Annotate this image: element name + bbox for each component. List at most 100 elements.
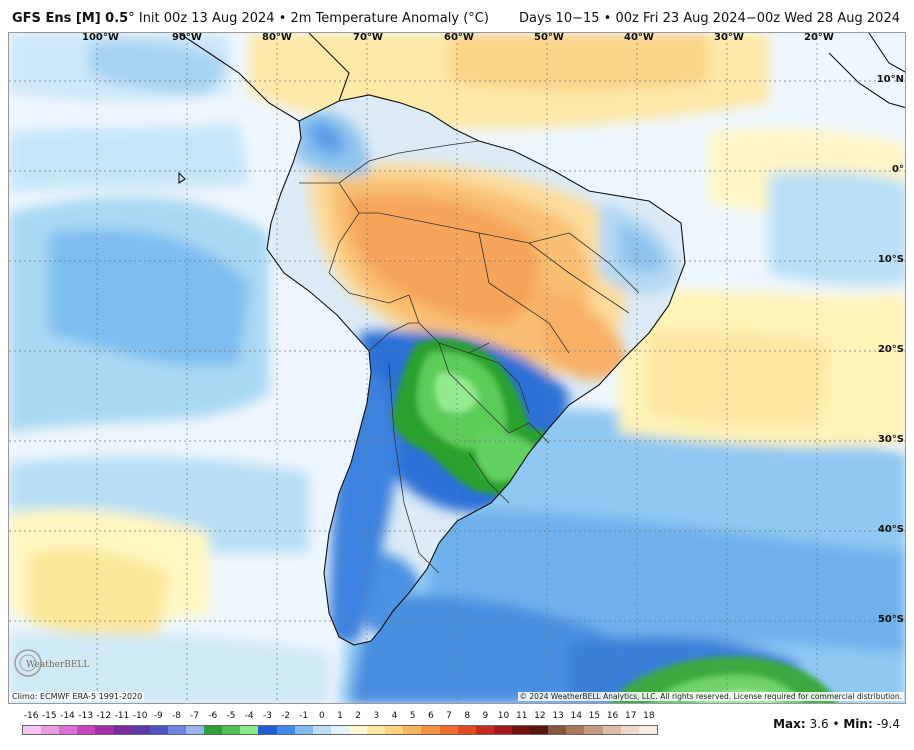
map-canvas bbox=[9, 33, 905, 703]
lat-label-50s: 50°S bbox=[877, 614, 904, 625]
lon-label-90w: 90°W bbox=[172, 32, 202, 43]
logo-text: WeatherBELL bbox=[26, 660, 90, 670]
legend-colorbar bbox=[22, 725, 658, 735]
legend-tick-label: 14 bbox=[570, 711, 582, 721]
model-name: GFS Ens [M] 0.5 bbox=[12, 11, 129, 26]
legend-tick-label: 16 bbox=[606, 711, 619, 721]
legend-swatch bbox=[23, 726, 42, 734]
color-legend: -16 -15 -14 -13 -12 -11 -10 -9 -8 -7 -6 -5 -4 -3 -2 -1 0… bbox=[22, 711, 658, 747]
lat-label-0: 0° bbox=[892, 164, 904, 175]
legend-tick-label: 1 bbox=[337, 711, 343, 721]
lon-label-50w: 50°W bbox=[534, 32, 564, 43]
legend-tick-label: -4 bbox=[244, 711, 254, 721]
legend-tick-label: 13 bbox=[552, 711, 564, 721]
legend-tick-label: -3 bbox=[262, 711, 272, 721]
legend-swatch bbox=[530, 726, 549, 734]
lon-label-30w: 30°W bbox=[714, 32, 744, 43]
lon-label-70w: 70°W bbox=[353, 32, 383, 43]
legend-tick-label: -11 bbox=[114, 711, 130, 721]
legend-swatch bbox=[566, 726, 585, 734]
max-value: 3.6 bbox=[809, 717, 829, 731]
legend-tick-label: 12 bbox=[534, 711, 546, 721]
country-borders bbox=[299, 140, 640, 574]
legend-swatch bbox=[185, 726, 205, 734]
lon-label-80w: 80°W bbox=[262, 32, 292, 43]
legend-swatch bbox=[258, 726, 277, 734]
valid-period: Days 10−15 • 00z Fri 23 Aug 2024−00z Wed… bbox=[518, 11, 900, 26]
legend-swatch bbox=[240, 726, 259, 734]
climo-note: Climo: ECMWF ERA-5 1991-2020 bbox=[10, 692, 145, 701]
legend-tick-label: -7 bbox=[190, 711, 200, 721]
legend-tick-label: 18 bbox=[643, 711, 655, 721]
legend-swatch bbox=[167, 726, 186, 734]
legend-tick-label: 17 bbox=[625, 711, 637, 721]
coastlines bbox=[178, 33, 905, 646]
legend-swatch bbox=[421, 726, 440, 734]
legend-tick-label: 8 bbox=[464, 711, 471, 721]
legend-tick-label: -12 bbox=[96, 711, 112, 721]
legend-swatch bbox=[294, 726, 313, 734]
legend-tick-label: 15 bbox=[588, 711, 601, 721]
legend-swatch bbox=[457, 726, 476, 734]
weatherbell-logo-icon bbox=[14, 649, 42, 677]
map-title: GFS Ens [M] 0.5° Init 00z 13 Aug 2024 • … bbox=[12, 11, 489, 26]
legend-tick-label: -16 bbox=[23, 711, 39, 721]
legend-tick-label: 3 bbox=[373, 711, 380, 721]
legend-swatch bbox=[385, 726, 404, 734]
lon-label-40w: 40°W bbox=[624, 32, 654, 43]
legend-tick-label: 11 bbox=[515, 711, 528, 721]
lon-label-60w: 60°W bbox=[444, 32, 474, 43]
legend-swatch bbox=[493, 726, 512, 734]
legend-swatch bbox=[367, 726, 386, 734]
legend-tick-label: 0 bbox=[318, 711, 325, 721]
init-time: Init 00z 13 Aug 2024 bbox=[138, 11, 275, 26]
field-name: 2m Temperature Anomaly (°C) bbox=[290, 11, 489, 26]
legend-ticks: -16 -15 -14 -13 -12 -11 -10 -9 -8 -7 -6 -5 -4 -3 -2 -1 0… bbox=[22, 711, 658, 723]
legend-swatch bbox=[59, 726, 78, 734]
legend-tick-label: -8 bbox=[171, 711, 181, 721]
copyright-notice: © 2024 WeatherBELL Analytics, LLC. All r… bbox=[517, 692, 904, 701]
graticule bbox=[9, 33, 905, 703]
legend-swatch bbox=[77, 726, 96, 734]
legend-swatch bbox=[403, 726, 422, 734]
legend-swatch bbox=[276, 726, 295, 734]
lat-label-10n: 10°N bbox=[876, 74, 904, 85]
title-bar: GFS Ens [M] 0.5° Init 00z 13 Aug 2024 • … bbox=[0, 0, 914, 32]
legend-swatch bbox=[149, 726, 168, 734]
legend-swatch bbox=[41, 726, 60, 734]
legend-tick-label: -2 bbox=[280, 711, 290, 721]
legend-swatch bbox=[312, 726, 331, 734]
legend-tick-label: 9 bbox=[482, 711, 489, 721]
legend-swatch bbox=[620, 726, 639, 734]
legend-tick-label: 10 bbox=[497, 711, 510, 721]
legend-tick-label: -13 bbox=[78, 711, 93, 721]
legend-tick-label: -14 bbox=[60, 711, 75, 721]
legend-tick-label: -5 bbox=[226, 711, 236, 721]
legend-tick-label: -1 bbox=[299, 711, 309, 721]
legend-swatch bbox=[348, 726, 368, 734]
legend-swatch bbox=[584, 726, 603, 734]
legend-tick-label: 5 bbox=[409, 711, 416, 721]
lon-label-20w: 20°W bbox=[804, 32, 834, 43]
lat-label-30s: 30°S bbox=[877, 434, 904, 445]
legend-swatch bbox=[204, 726, 223, 734]
legend-swatch bbox=[330, 726, 349, 734]
max-min-stats: Max: 3.6 • Min: -9.4 bbox=[773, 717, 900, 731]
legend-swatch bbox=[475, 726, 494, 734]
legend-swatch bbox=[548, 726, 567, 734]
legend-swatch bbox=[222, 726, 241, 734]
legend-tick-label: 7 bbox=[446, 711, 452, 721]
legend-swatch bbox=[439, 726, 458, 734]
lon-label-100w: 100°W bbox=[82, 32, 119, 43]
legend-swatch bbox=[511, 726, 531, 734]
legend-tick-label: -6 bbox=[208, 711, 218, 721]
legend-swatch bbox=[602, 726, 621, 734]
legend-tick-label: -10 bbox=[132, 711, 148, 721]
legend-swatch bbox=[113, 726, 132, 734]
legend-swatch bbox=[95, 726, 114, 734]
anomaly-map[interactable] bbox=[8, 32, 906, 704]
legend-swatch bbox=[131, 726, 150, 734]
lat-label-40s: 40°S bbox=[877, 524, 904, 535]
legend-tick-label: 2 bbox=[355, 711, 362, 721]
lat-label-20s: 20°S bbox=[877, 344, 904, 355]
